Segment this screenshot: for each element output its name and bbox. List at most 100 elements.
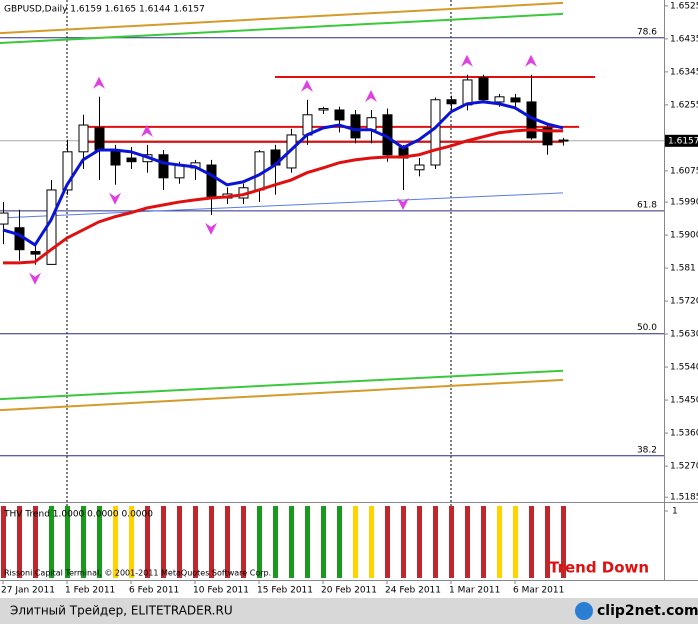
trend-bar (321, 506, 326, 578)
trend-bar (529, 506, 534, 578)
y-tick-label: 1.5540 (670, 363, 698, 373)
trend-bar (401, 506, 406, 578)
fibo-label: 61.8 (637, 200, 657, 210)
y-tick-label: 1.5630 (670, 330, 698, 340)
plot: 78.6 61.8 50.0 38.2 (0, 1, 664, 457)
x-tick-label: 6 Feb 2011 (129, 586, 179, 596)
y-tick-label: 1.5360 (670, 429, 698, 439)
trendline (0, 1, 564, 35)
indicator-label: THV Trend 1.0000 0.0000 0.0000 (3, 510, 153, 520)
trend-bar (177, 506, 182, 578)
x-tick-label: 20 Feb 2011 (321, 586, 377, 596)
x-tick-label: 6 Mar 2011 (513, 586, 564, 596)
trend-bar (305, 506, 310, 578)
fractal-up (141, 124, 153, 137)
y-tick-label: 1.5990 (670, 198, 698, 208)
y-tick-label: 1.5450 (670, 396, 698, 406)
trend-bar (161, 506, 166, 578)
trend-bar (481, 506, 486, 578)
candle-body (110, 150, 121, 166)
trend-signal: Trend Down (549, 559, 649, 577)
trend-bar (385, 506, 390, 578)
x-tick-label: 24 Feb 2011 (385, 586, 441, 596)
price-label: 1.6157 (668, 136, 698, 146)
trend-bar (433, 506, 438, 578)
trend-bar (497, 506, 502, 578)
x-tick-label: 15 Feb 2011 (257, 586, 313, 596)
trend-bar (113, 506, 118, 578)
y-tick-label: 1.5270 (670, 462, 698, 472)
y-tick-label: 1.6435 (670, 34, 698, 44)
trend-bar (193, 506, 198, 578)
fractal-up (365, 90, 377, 103)
candle-body (350, 114, 361, 139)
candle-body (206, 164, 217, 199)
fractal-up (525, 54, 537, 67)
fibo-label: 78.6 (637, 27, 657, 37)
fractal-up (93, 76, 105, 89)
trend-bar (417, 506, 422, 578)
candle-body (78, 124, 89, 153)
fractal-up (461, 54, 473, 67)
trend-bar (337, 506, 342, 578)
candle-body (366, 117, 377, 131)
candle-body (478, 77, 489, 101)
y-tick-label: 1.581 (670, 264, 696, 274)
trend-bar (17, 506, 22, 578)
trend-bar (209, 506, 214, 578)
trend-bar (449, 506, 454, 578)
candle-body (414, 164, 425, 171)
trend-bar (225, 506, 230, 578)
trend-bar (353, 506, 358, 578)
y-tick-label: 1.6345 (670, 67, 698, 77)
moving-average (3, 128, 563, 265)
trend-bar (545, 506, 550, 578)
logo-text: clip2net.com (597, 603, 698, 619)
background (0, 0, 698, 598)
price-label-box (665, 134, 698, 147)
trendline (0, 192, 564, 219)
candle-body (30, 251, 41, 255)
trendline (0, 378, 564, 412)
trend-bar (1, 506, 6, 578)
candle-body (62, 151, 73, 191)
fractal-down (397, 197, 409, 210)
candle-body (0, 212, 9, 225)
watermark: Rissoni Capital Terminal, © 2001-2011 Me… (4, 569, 271, 578)
candle-body (558, 139, 569, 142)
trendline (0, 369, 564, 401)
trend-bar (513, 506, 518, 578)
trend-bar (97, 506, 102, 578)
fibo-label: 50.0 (637, 323, 657, 333)
candle-body (494, 96, 505, 103)
y-tick-label: 1.5900 (670, 231, 698, 241)
trend-bar (33, 506, 38, 578)
trend-bar (241, 506, 246, 578)
candle-body (446, 99, 457, 105)
trend-bar (49, 506, 54, 578)
fractal-down (109, 192, 121, 205)
y-tick-label: 1.6075 (670, 166, 698, 176)
y-tick-label: 1.5185 (670, 493, 698, 503)
y-tick-label: 1.6525 (670, 1, 698, 11)
logo-icon (575, 602, 593, 620)
y-tick-label: 1.5720 (670, 297, 698, 307)
trend-bar (289, 506, 294, 578)
trend-bar (129, 506, 134, 578)
candle-body (158, 154, 169, 179)
chart-title: GBPUSD,Daily 1.6159 1.6165 1.6144 1.6157 (4, 5, 205, 15)
candle-body (254, 151, 265, 191)
moving-average (2, 100, 564, 248)
x-tick-label: 27 Jan 2011 (1, 586, 55, 596)
x-tick-label: 1 Mar 2011 (449, 586, 500, 596)
trend-bar (81, 506, 86, 578)
candle-body (462, 79, 473, 106)
candle-body (334, 109, 345, 121)
panel-tick-label: 1 (672, 507, 678, 517)
trend-bar (273, 506, 278, 578)
trend-bar (145, 506, 150, 578)
x-tick-label: 10 Feb 2011 (193, 586, 249, 596)
footer-site: Элитный Трейдер, ELITETRADER.RU (10, 604, 233, 618)
trendline (0, 12, 564, 45)
